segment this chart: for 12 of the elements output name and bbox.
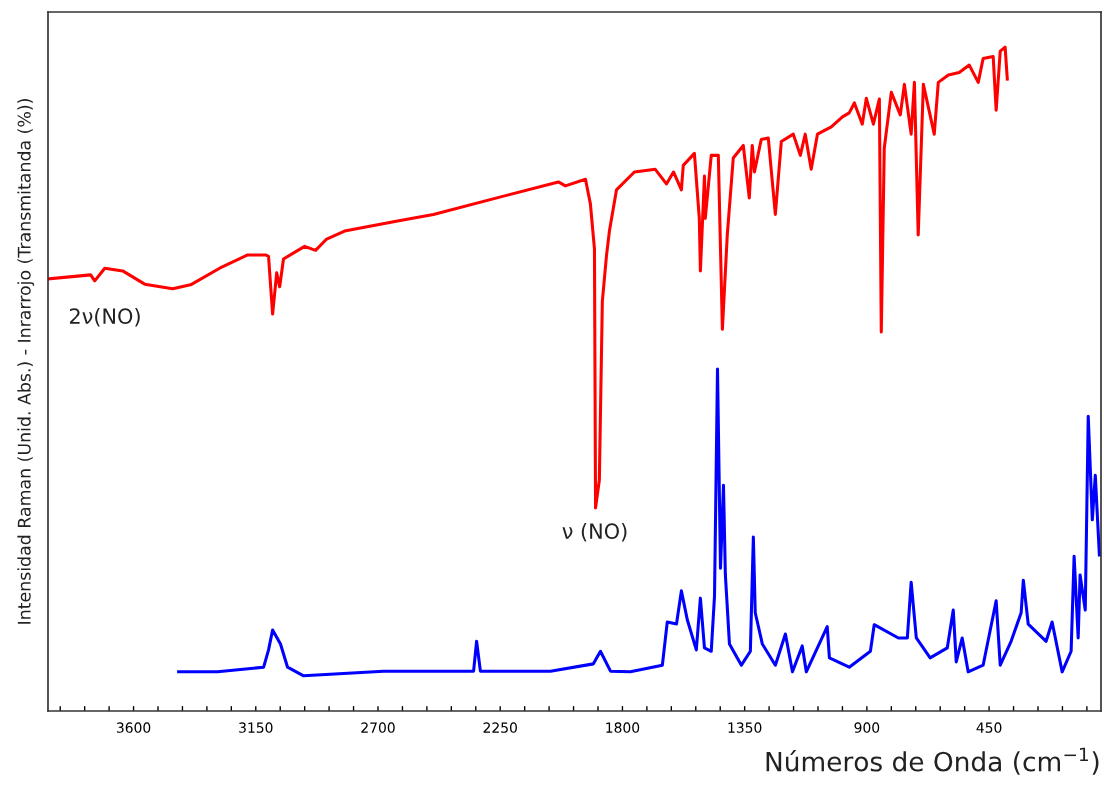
x-tick-label: 3600	[116, 722, 151, 733]
x-tick-label: 1800	[606, 722, 640, 733]
x-tick-label: 1350	[728, 722, 762, 733]
x-tick-label: 2250	[483, 722, 517, 733]
x-axis-title: Números de Onda (cm$^{−1}$)	[766, 747, 1099, 775]
x-tick-label: 3150	[239, 722, 273, 733]
y-axis-title: Intensidad Raman (Unid. Abs.) - Inrarrojo (Transmitanda (%))	[17, 99, 35, 624]
x-tick-label: 900	[854, 722, 880, 733]
annotation: 2ν(NO)	[69, 307, 140, 327]
x-tick-label: 2700	[361, 722, 395, 733]
annotation: ν (NO)	[562, 522, 627, 542]
x-tick-label: 450	[976, 722, 1002, 733]
